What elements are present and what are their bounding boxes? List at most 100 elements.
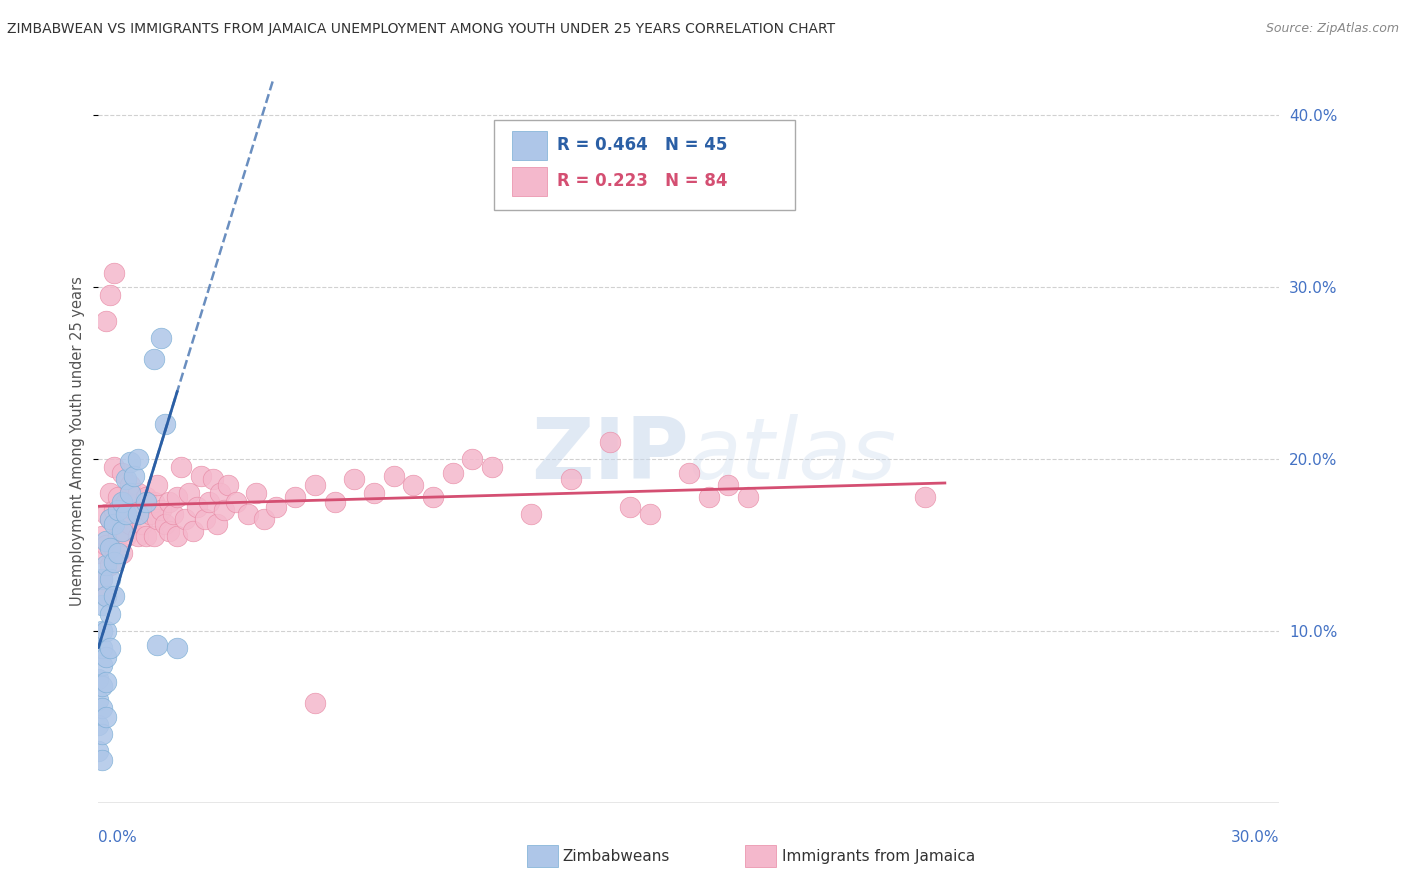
- Point: [91, 572, 114, 586]
- Point: [127, 507, 149, 521]
- Point: [135, 529, 157, 543]
- Text: ZIMBABWEAN VS IMMIGRANTS FROM JAMAICA UNEMPLOYMENT AMONG YOUTH UNDER 25 YEARS CO: ZIMBABWEAN VS IMMIGRANTS FROM JAMAICA UN…: [7, 22, 835, 37]
- Point: [107, 503, 129, 517]
- Point: [96, 675, 118, 690]
- Point: [560, 472, 582, 486]
- Point: [98, 640, 121, 655]
- Point: [402, 477, 425, 491]
- Point: [166, 640, 188, 655]
- Point: [157, 494, 180, 508]
- Point: [155, 417, 177, 432]
- Point: [304, 477, 326, 491]
- FancyBboxPatch shape: [494, 120, 796, 211]
- Point: [181, 524, 204, 538]
- Point: [201, 472, 224, 486]
- Point: [103, 460, 125, 475]
- Text: 0.0%: 0.0%: [98, 830, 138, 846]
- Point: [146, 638, 169, 652]
- Point: [98, 486, 121, 500]
- Point: [678, 466, 700, 480]
- Point: [118, 517, 141, 532]
- Point: [177, 486, 200, 500]
- Point: [135, 494, 157, 508]
- Point: [96, 314, 118, 328]
- Point: [96, 507, 118, 521]
- Point: [162, 507, 184, 521]
- Point: [245, 486, 267, 500]
- Point: [264, 500, 287, 514]
- Point: [343, 472, 366, 486]
- Point: [619, 500, 641, 514]
- Point: [118, 455, 141, 469]
- Point: [98, 512, 121, 526]
- Point: [103, 503, 125, 517]
- Point: [214, 503, 236, 517]
- Point: [422, 490, 444, 504]
- Point: [209, 486, 232, 500]
- Point: [150, 503, 173, 517]
- Point: [225, 494, 247, 508]
- Point: [363, 486, 385, 500]
- Point: [115, 472, 138, 486]
- Point: [166, 529, 188, 543]
- Point: [87, 546, 110, 560]
- Point: [166, 490, 188, 504]
- Point: [122, 503, 145, 517]
- Point: [441, 466, 464, 480]
- Point: [382, 469, 405, 483]
- Point: [205, 517, 228, 532]
- Point: [111, 494, 134, 508]
- Point: [96, 590, 118, 604]
- Point: [103, 517, 125, 532]
- FancyBboxPatch shape: [512, 167, 547, 196]
- Point: [111, 546, 134, 560]
- Text: 30.0%: 30.0%: [1232, 830, 1279, 846]
- Point: [96, 538, 118, 552]
- Point: [96, 590, 118, 604]
- Point: [135, 490, 157, 504]
- Point: [91, 572, 114, 586]
- Point: [91, 624, 114, 638]
- Point: [91, 727, 114, 741]
- Text: Source: ZipAtlas.com: Source: ZipAtlas.com: [1265, 22, 1399, 36]
- Point: [127, 451, 149, 466]
- Point: [131, 517, 153, 532]
- Point: [115, 494, 138, 508]
- Text: atlas: atlas: [689, 415, 897, 498]
- Point: [481, 460, 503, 475]
- Point: [697, 490, 720, 504]
- Point: [717, 477, 740, 491]
- Point: [157, 524, 180, 538]
- Point: [127, 486, 149, 500]
- Text: ZIP: ZIP: [531, 415, 689, 498]
- Point: [98, 541, 121, 556]
- Point: [142, 494, 165, 508]
- Point: [118, 477, 141, 491]
- Point: [98, 512, 121, 526]
- Text: Immigrants from Jamaica: Immigrants from Jamaica: [782, 849, 974, 863]
- Point: [146, 512, 169, 526]
- Point: [217, 477, 239, 491]
- Point: [142, 529, 165, 543]
- Point: [122, 469, 145, 483]
- Point: [150, 331, 173, 345]
- Point: [323, 494, 346, 508]
- Point: [98, 288, 121, 302]
- Point: [111, 466, 134, 480]
- Point: [304, 696, 326, 710]
- Point: [186, 500, 208, 514]
- Point: [190, 469, 212, 483]
- Point: [96, 624, 118, 638]
- Point: [111, 524, 134, 538]
- Point: [87, 692, 110, 706]
- Point: [461, 451, 484, 466]
- Text: Zimbabweans: Zimbabweans: [562, 849, 669, 863]
- Text: R = 0.223   N = 84: R = 0.223 N = 84: [557, 172, 727, 190]
- Point: [284, 490, 307, 504]
- Point: [98, 572, 121, 586]
- Point: [155, 517, 177, 532]
- FancyBboxPatch shape: [512, 131, 547, 160]
- Point: [111, 512, 134, 526]
- Point: [91, 529, 114, 543]
- Point: [98, 607, 121, 621]
